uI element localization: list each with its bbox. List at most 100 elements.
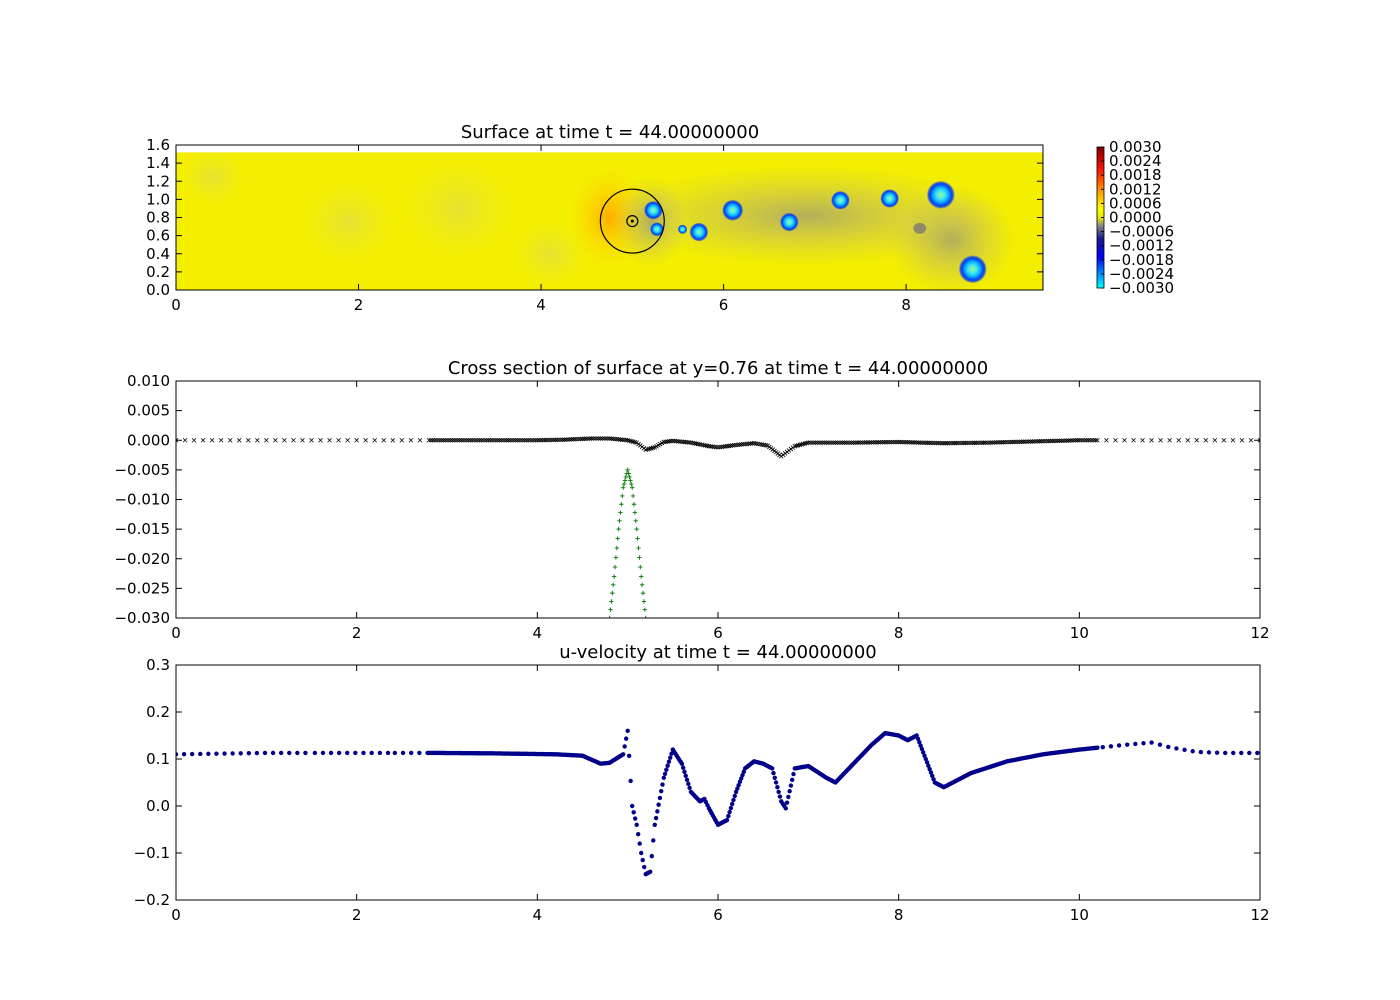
cross-section-point [945,440,950,446]
cross-section-point [502,437,508,443]
cross-section-point [943,440,948,446]
cross-section-point [1071,438,1077,443]
cross-section-point [399,437,405,443]
cross-section-point [889,439,894,445]
cross-section-point [1058,438,1064,444]
cross-section-point [894,439,900,445]
cross-section-point [1022,439,1028,444]
u-velocity-point [653,815,659,821]
surface-faint-blob [404,159,514,258]
cross-section-point [1194,437,1200,443]
cross-section-point [309,437,314,443]
u-velocity-point [1223,750,1228,756]
cross-section-point [1017,439,1022,445]
cross-section-point [571,436,576,442]
u-velocity-point [771,770,776,776]
u-velocity-point [655,809,660,814]
colorbar-tick-label: 0.0030 [1109,138,1162,156]
cross-section-point [264,437,269,443]
cross-section-point [717,444,723,450]
u-velocity-point [922,753,927,758]
u-velocity-point [684,777,690,783]
cross-section-point [919,440,925,445]
cross-section-bump-point [629,485,635,490]
cross-section-point [540,437,546,443]
cross-section-point [551,437,556,443]
cross-section-point [245,437,251,443]
u-velocity-point [206,751,211,756]
cross-section-point [845,440,851,445]
surface-small-depression [913,222,927,234]
u-velocity-chart-title: u-velocity at time t = 44.00000000 [559,642,877,663]
u-velocity-point [1125,742,1130,747]
colorbar-tick-label: 0.0024 [1109,152,1162,170]
cross-section-y-tick-label: −0.030 [114,609,170,627]
cross-section-point [952,440,957,446]
cross-section-point [623,437,629,443]
cross-section-point [500,437,506,443]
cross-section-point [1158,437,1163,443]
cross-section-point [473,437,479,443]
cross-section-point [1053,438,1059,444]
cross-section-point [854,440,860,445]
cross-section-bump-point [611,582,616,588]
cross-section-point [486,437,491,443]
cross-section-point [981,440,986,445]
surface-vortex [677,224,688,235]
cross-section-point [957,440,963,446]
cross-section-point [1140,437,1145,443]
cross-section-point [574,436,580,442]
cross-section-bump-point [617,518,622,524]
cross-section-point [965,440,970,446]
cross-section-markers [176,436,1260,618]
u-velocity-x-frame [175,664,1261,901]
u-velocity-point [636,832,641,837]
u-velocity-y-tick-label: −0.1 [134,844,170,862]
cross-section-point [1039,438,1044,444]
cross-section-point [979,440,985,445]
cross-section-point [544,437,549,443]
cross-section-point [827,440,833,445]
u-velocity-point [262,750,268,756]
cross-section-point [674,438,679,444]
cross-section-point [372,437,378,443]
cross-section-point [441,437,446,443]
u-velocity-point [278,750,284,756]
cross-section-bump-point [635,536,640,541]
cross-section-point [607,436,612,441]
cross-section-point [744,441,750,447]
cross-section-point [1006,439,1012,445]
cross-section-point [1087,437,1093,443]
u-velocity-point [928,770,934,775]
cross-section-bump-point [639,574,644,579]
cross-section-point [1082,437,1088,443]
cross-section-point [939,440,945,446]
surface-x-tick-label: 8 [901,296,911,314]
cross-section-point [466,437,471,443]
cross-section-bump-point [641,599,647,604]
u-velocity-point [361,750,366,756]
cross-section-point [867,440,873,445]
cross-section-point [600,436,605,441]
cross-section-x-tick-label: 8 [894,624,904,642]
cross-section-point [887,439,892,445]
cross-section-point [963,440,968,446]
cross-section-point [672,438,677,444]
colorbar-tick-label: −0.0030 [1109,279,1174,297]
cross-section-y-tick-label: −0.015 [114,520,170,538]
cross-section-point [488,437,493,443]
cross-section-point [448,437,453,443]
cross-section-point [934,440,939,446]
cross-section-point [972,440,977,446]
u-velocity-point [1100,744,1106,750]
cross-section-point [1230,437,1236,443]
cross-section-point [838,440,844,445]
cross-section-point [950,440,956,446]
cross-section-bump-point [621,481,627,487]
u-velocity-y-tick-label: 0.0 [146,797,170,815]
cross-section-point [1086,437,1091,443]
cross-section-point [829,440,835,445]
cross-section-x-frame [175,380,1261,619]
u-velocity-point [648,869,653,874]
colorbar-tick-label: −0.0012 [1109,237,1174,255]
